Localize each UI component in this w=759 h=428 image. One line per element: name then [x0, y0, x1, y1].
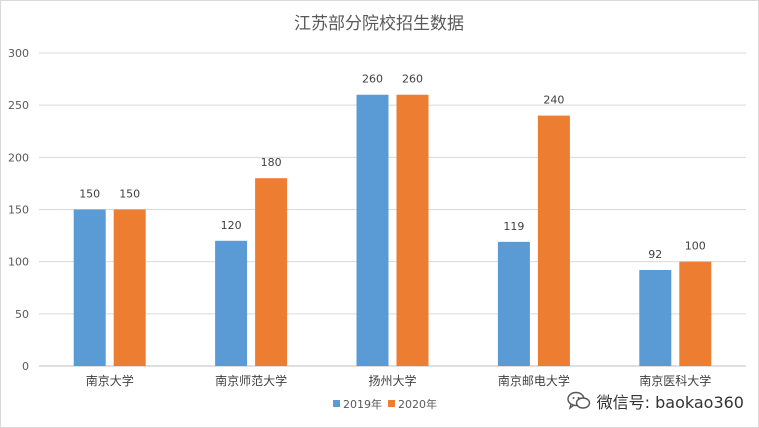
legend-label: 2020年 [398, 397, 437, 411]
wechat-icon [566, 391, 590, 410]
chart-title: 江苏部分院校招生数据 [294, 14, 464, 34]
bar [639, 270, 672, 366]
bar [356, 94, 389, 366]
category-label: 南京大学 [86, 373, 134, 388]
data-label: 180 [261, 156, 282, 169]
y-tick-label: 300 [8, 47, 29, 60]
x-axis-categories: 南京大学 南京师范大学 扬州大学 南京邮电大学 南京医科大学 [86, 373, 712, 388]
y-axis-ticks: 0 50 100 150 200 250 300 [8, 47, 29, 373]
bar [396, 94, 429, 366]
bar [215, 240, 248, 366]
gridlines [39, 52, 746, 367]
data-label: 100 [685, 240, 706, 253]
data-label: 260 [362, 73, 383, 86]
legend-label: 2019年 [343, 397, 382, 411]
y-tick-label: 150 [8, 204, 29, 217]
data-label: 120 [221, 219, 242, 232]
bar [113, 209, 146, 366]
y-tick-label: 50 [15, 308, 29, 321]
data-label: 150 [119, 188, 140, 201]
data-label: 150 [79, 188, 100, 201]
y-tick-label: 0 [22, 360, 29, 373]
data-label: 119 [503, 220, 524, 233]
bar [73, 209, 106, 366]
legend-swatch [333, 400, 340, 407]
bar [497, 241, 530, 366]
category-label: 南京师范大学 [215, 373, 287, 388]
bar [679, 261, 712, 366]
data-label: 92 [648, 248, 662, 261]
bar [537, 115, 570, 366]
watermark: 微信号: baokao360 [566, 389, 744, 413]
bar [255, 178, 288, 366]
y-tick-label: 250 [8, 99, 29, 112]
data-labels: 150 150 120 180 260 260 119 240 92 100 [79, 73, 706, 261]
data-label: 260 [402, 73, 423, 86]
category-label: 扬州大学 [368, 373, 416, 388]
legend-swatch [388, 400, 395, 407]
y-tick-label: 100 [8, 256, 29, 269]
legend: 2019年 2020年 [333, 397, 437, 411]
category-label: 南京医科大学 [639, 373, 711, 388]
data-label: 240 [543, 94, 564, 107]
bars [73, 94, 712, 366]
watermark-text: 微信号: baokao360 [596, 393, 744, 412]
category-label: 南京邮电大学 [498, 373, 570, 388]
y-tick-label: 200 [8, 151, 29, 164]
